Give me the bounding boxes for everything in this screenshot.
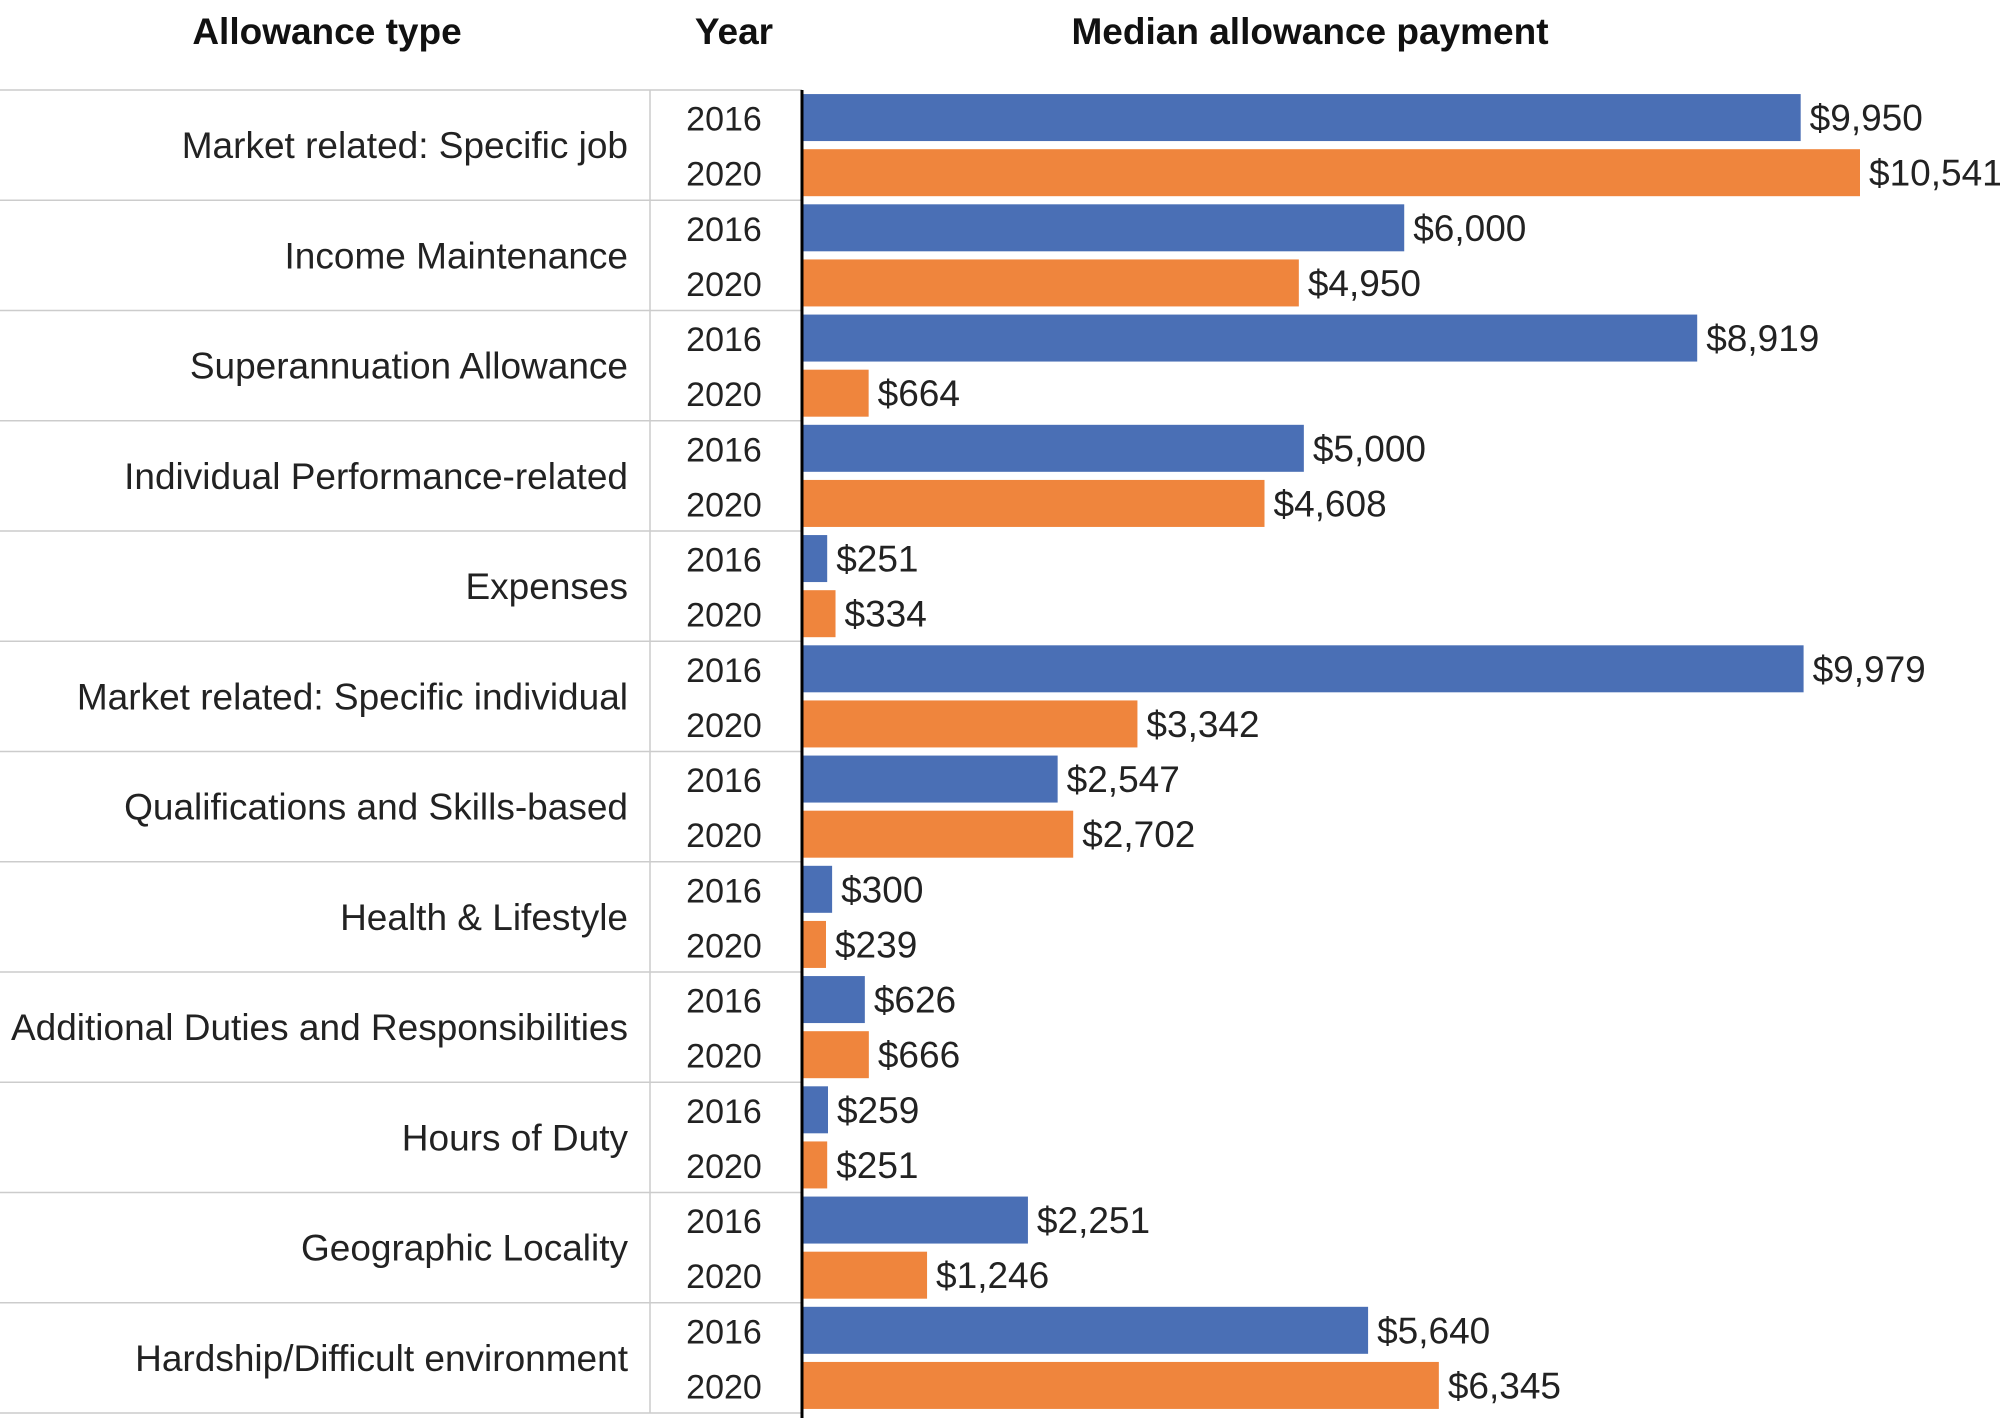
value-label: $2,547 (1067, 759, 1180, 800)
bar-2020 (802, 1031, 869, 1079)
bar-2016 (802, 535, 828, 583)
year-label: 2020 (686, 817, 762, 855)
bar-2016 (802, 1306, 1369, 1354)
value-label: $10,541 (1869, 153, 2000, 194)
category-label: Hardship/Difficult environment (135, 1338, 629, 1379)
value-label: $300 (841, 869, 923, 910)
value-label: $239 (835, 924, 917, 965)
bar-2016 (802, 204, 1405, 252)
header-year: Year (695, 11, 773, 52)
value-label: $6,345 (1448, 1365, 1561, 1406)
value-label: $8,919 (1706, 318, 1819, 359)
year-label: 2020 (686, 266, 762, 304)
value-label: $259 (837, 1090, 919, 1131)
bar-2016 (802, 976, 865, 1024)
year-label: 2020 (686, 1038, 762, 1076)
category-label: Individual Performance-related (124, 456, 628, 497)
bar-2020 (802, 369, 869, 417)
year-label: 2016 (686, 211, 762, 249)
value-label: $334 (845, 594, 927, 635)
category-label: Hours of Duty (402, 1117, 629, 1158)
year-label: 2016 (686, 1313, 762, 1351)
year-label: 2020 (686, 376, 762, 414)
bar-2020 (802, 810, 1074, 858)
value-label: $9,950 (1810, 98, 1923, 139)
bar-2020 (802, 259, 1299, 307)
value-label: $1,246 (936, 1255, 1049, 1296)
bar-2020 (802, 149, 1860, 197)
year-label: 2020 (686, 597, 762, 635)
year-label: 2016 (686, 321, 762, 359)
category-label: Additional Duties and Responsibilities (11, 1007, 628, 1048)
bar-2016 (802, 94, 1801, 142)
value-label: $666 (878, 1035, 960, 1076)
bar-2020 (802, 920, 826, 968)
value-label: $4,950 (1308, 263, 1421, 304)
bar-2020 (802, 1141, 828, 1189)
value-label: $5,000 (1313, 428, 1426, 469)
year-label: 2016 (686, 1093, 762, 1131)
bar-2020 (802, 1251, 928, 1299)
year-label: 2016 (686, 872, 762, 910)
value-label: $2,251 (1037, 1200, 1150, 1241)
bar-2020 (802, 1361, 1439, 1409)
year-label: 2016 (686, 101, 762, 139)
year-label: 2016 (686, 983, 762, 1021)
value-label: $5,640 (1377, 1310, 1490, 1351)
year-label: 2020 (686, 1368, 762, 1406)
year-label: 2016 (686, 1203, 762, 1241)
value-label: $3,342 (1146, 704, 1259, 745)
bar-2020 (802, 479, 1265, 527)
year-label: 2020 (686, 486, 762, 524)
category-label: Expenses (466, 566, 629, 607)
bar-2016 (802, 755, 1058, 803)
header-median-payment: Median allowance payment (1071, 11, 1548, 52)
year-label: 2016 (686, 542, 762, 580)
bar-2016 (802, 865, 833, 913)
bar-2016 (802, 424, 1304, 472)
year-label: 2016 (686, 652, 762, 690)
value-label: $664 (878, 373, 960, 414)
year-label: 2020 (686, 1148, 762, 1186)
category-label: Health & Lifestyle (340, 897, 628, 938)
header-row: Allowance type Year Median allowance pay… (192, 11, 1548, 52)
category-label: Geographic Locality (301, 1228, 629, 1269)
year-label: 2016 (686, 762, 762, 800)
bar-2020 (802, 590, 836, 638)
category-label: Market related: Specific individual (77, 676, 628, 717)
value-label: $626 (874, 980, 956, 1021)
bar-2020 (802, 700, 1138, 748)
year-label: 2020 (686, 707, 762, 745)
bar-2016 (802, 1196, 1028, 1244)
category-label: Market related: Specific job (182, 125, 628, 166)
value-label: $251 (836, 1145, 918, 1186)
category-label: Superannuation Allowance (190, 346, 628, 387)
year-label: 2020 (686, 927, 762, 965)
value-label: $4,608 (1274, 483, 1387, 524)
bar-2016 (802, 1086, 828, 1134)
category-label: Qualifications and Skills-based (124, 787, 628, 828)
year-label: 2020 (686, 1258, 762, 1296)
value-label: $251 (836, 539, 918, 580)
value-label: $9,979 (1813, 649, 1926, 690)
bar-2016 (802, 314, 1698, 362)
bar-2016 (802, 645, 1804, 693)
category-label: Income Maintenance (285, 235, 628, 276)
year-label: 2016 (686, 431, 762, 469)
year-label: 2020 (686, 156, 762, 194)
rows-layer: Market related: Specific job 2016 $9,950 20… (0, 89, 2000, 1414)
header-allowance-type: Allowance type (192, 11, 461, 52)
value-label: $6,000 (1413, 208, 1526, 249)
value-label: $2,702 (1082, 814, 1195, 855)
